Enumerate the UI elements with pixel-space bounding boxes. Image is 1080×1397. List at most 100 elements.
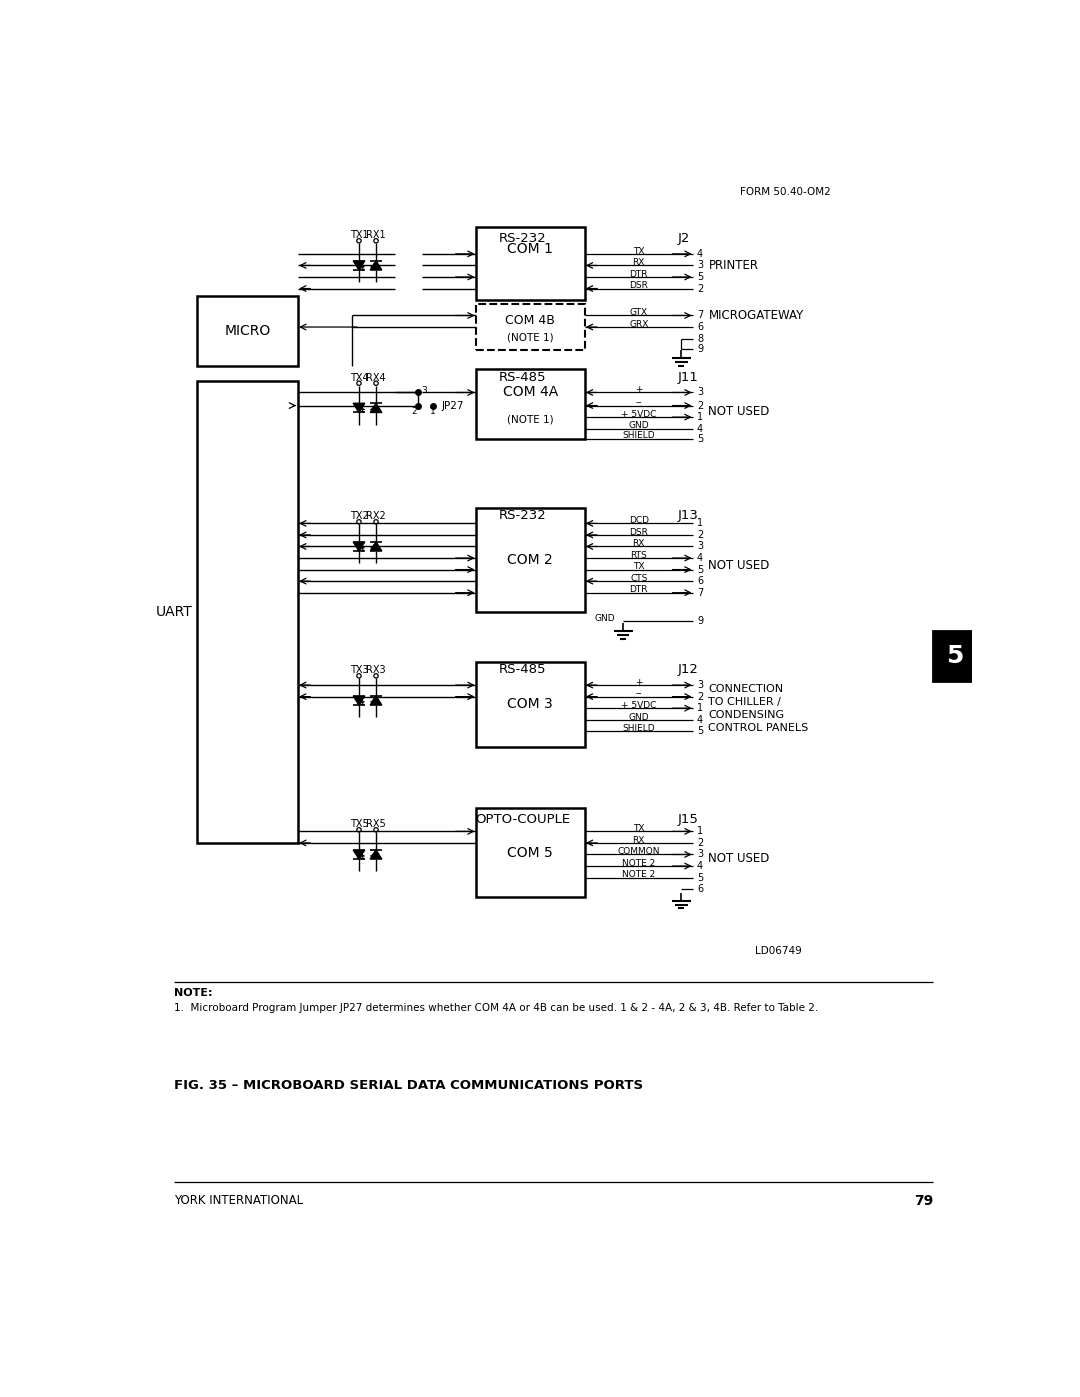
Text: GND: GND — [629, 422, 649, 430]
Text: RS-232: RS-232 — [499, 232, 546, 244]
Text: 3: 3 — [421, 387, 427, 395]
Text: TX: TX — [633, 247, 645, 256]
Text: NOT USED: NOT USED — [708, 852, 770, 865]
Text: CTS: CTS — [630, 574, 647, 583]
Text: TX: TX — [633, 824, 645, 833]
Polygon shape — [353, 404, 365, 412]
Text: COM 3: COM 3 — [508, 697, 553, 711]
Text: COM 5: COM 5 — [508, 845, 553, 859]
Bar — [197, 381, 298, 842]
Bar — [197, 296, 298, 366]
Text: GTX: GTX — [630, 309, 648, 317]
Text: DSR: DSR — [630, 528, 648, 536]
Text: JP27: JP27 — [441, 401, 463, 411]
Text: + 5VDC: + 5VDC — [621, 701, 657, 710]
Text: FIG. 35 – MICROBOARD SERIAL DATA COMMUNICATIONS PORTS: FIG. 35 – MICROBOARD SERIAL DATA COMMUNI… — [174, 1078, 643, 1092]
Text: 4: 4 — [697, 715, 703, 725]
Text: (NOTE 1): (NOTE 1) — [507, 332, 554, 342]
Text: 7: 7 — [697, 310, 703, 320]
Text: 5: 5 — [697, 272, 703, 282]
Bar — [476, 305, 584, 351]
Bar — [476, 369, 584, 439]
Text: 4: 4 — [697, 553, 703, 563]
Bar — [476, 509, 584, 612]
Text: GND: GND — [629, 712, 649, 721]
Text: COM 4B: COM 4B — [505, 313, 555, 327]
Text: 2: 2 — [697, 284, 703, 293]
Text: 1: 1 — [430, 408, 435, 416]
Text: 1: 1 — [697, 518, 703, 528]
Text: 8: 8 — [697, 334, 703, 344]
Text: DTR: DTR — [630, 270, 648, 279]
Text: FORM 50.40-OM2: FORM 50.40-OM2 — [740, 187, 831, 197]
Text: 3: 3 — [697, 849, 703, 859]
Text: UART: UART — [156, 605, 192, 619]
Text: NOTE:: NOTE: — [174, 988, 213, 997]
Text: 2: 2 — [697, 401, 703, 411]
Polygon shape — [370, 261, 382, 270]
Text: CONDENSING: CONDENSING — [708, 710, 785, 719]
Text: SHIELD: SHIELD — [622, 724, 656, 733]
Polygon shape — [353, 542, 365, 550]
Text: TX: TX — [633, 563, 645, 571]
Text: 5: 5 — [946, 644, 963, 668]
Text: RTS: RTS — [631, 550, 647, 560]
Text: 79: 79 — [914, 1194, 933, 1208]
Text: DTR: DTR — [630, 585, 648, 595]
Text: TX5: TX5 — [350, 820, 368, 830]
Text: 6: 6 — [697, 884, 703, 894]
Text: 7: 7 — [697, 588, 703, 598]
Text: NOT USED: NOT USED — [708, 559, 770, 573]
Text: DCD: DCD — [629, 515, 649, 525]
Text: RX1: RX1 — [366, 231, 386, 240]
Polygon shape — [370, 696, 382, 705]
Text: COMMON: COMMON — [618, 848, 660, 856]
Text: CONNECTION: CONNECTION — [708, 685, 784, 694]
Text: J12: J12 — [677, 664, 699, 676]
Text: MICROGATEWAY: MICROGATEWAY — [708, 309, 804, 321]
Text: TX1: TX1 — [350, 231, 368, 240]
Text: GRX: GRX — [629, 320, 648, 328]
Text: COM 1: COM 1 — [508, 242, 553, 256]
Text: (NOTE 1): (NOTE 1) — [507, 415, 554, 425]
Text: RX: RX — [633, 539, 645, 548]
Text: 1: 1 — [697, 703, 703, 714]
Text: RX4: RX4 — [366, 373, 386, 383]
Bar — [476, 662, 584, 746]
Text: MICRO: MICRO — [225, 324, 270, 338]
Bar — [476, 226, 584, 300]
Text: 2: 2 — [697, 838, 703, 848]
Text: 5: 5 — [697, 433, 703, 444]
Text: PRINTER: PRINTER — [708, 258, 758, 272]
Text: DSR: DSR — [630, 281, 648, 291]
Text: +: + — [635, 678, 643, 687]
Text: RX3: RX3 — [366, 665, 386, 676]
Text: NOTE 2: NOTE 2 — [622, 859, 656, 868]
Bar — [476, 809, 584, 897]
Text: +: + — [635, 386, 643, 394]
Text: 3: 3 — [697, 542, 703, 552]
Text: RX2: RX2 — [366, 511, 386, 521]
Text: COM 4A: COM 4A — [502, 384, 558, 398]
Text: RX: RX — [633, 258, 645, 267]
Text: 4: 4 — [697, 861, 703, 872]
Polygon shape — [370, 849, 382, 859]
Text: 9: 9 — [697, 344, 703, 353]
Text: 5: 5 — [697, 726, 703, 736]
Text: 2: 2 — [697, 529, 703, 539]
Text: 2: 2 — [697, 692, 703, 701]
Text: 3: 3 — [697, 387, 703, 398]
Polygon shape — [370, 404, 382, 412]
Bar — [933, 631, 976, 682]
Text: RX5: RX5 — [366, 820, 386, 830]
Text: 1: 1 — [697, 412, 703, 422]
Text: 1: 1 — [697, 827, 703, 837]
Polygon shape — [353, 696, 365, 705]
Text: --: -- — [635, 690, 642, 698]
Text: RS-485: RS-485 — [499, 370, 546, 384]
Text: 4: 4 — [697, 249, 703, 258]
Polygon shape — [370, 542, 382, 550]
Text: LD06749: LD06749 — [755, 946, 801, 956]
Text: 3: 3 — [697, 260, 703, 271]
Text: NOTE 2: NOTE 2 — [622, 870, 656, 879]
